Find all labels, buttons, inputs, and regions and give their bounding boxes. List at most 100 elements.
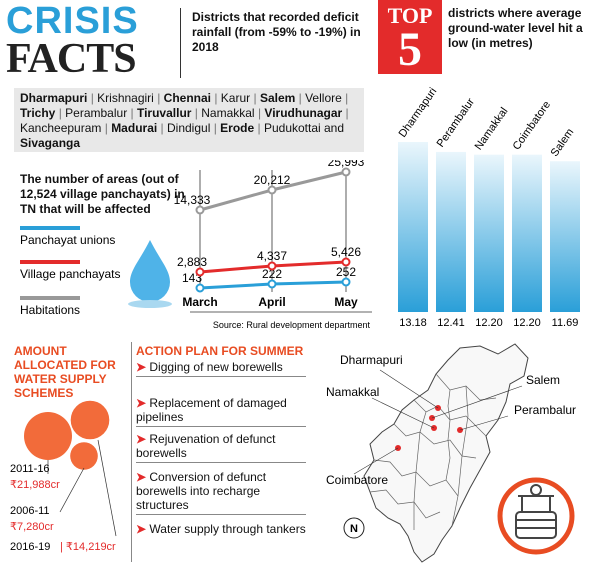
district-name: Trichy [20, 106, 56, 120]
district-separator: | [87, 91, 98, 105]
tamil-nadu-map: Dharmapuri Namakkal Salem Perambalur Coi… [326, 343, 576, 563]
series-point [267, 279, 277, 289]
action-divider [131, 342, 132, 562]
chart-source: Source: Rural development department [213, 320, 371, 330]
district-name: Chennai [163, 91, 211, 105]
data-label: 14,333 [174, 193, 211, 207]
district-name: Dharmapuri [20, 91, 88, 105]
district-separator: | [210, 121, 221, 135]
bar-value: 13.18 [399, 317, 427, 329]
north-compass-icon [343, 517, 365, 539]
allocation-leader [59, 467, 85, 513]
bar-category: Perambalur [435, 96, 478, 150]
action-plan-item: ➤ Digging of new borewells [136, 360, 306, 377]
series-point [267, 185, 277, 195]
district-name: Vellore [305, 91, 342, 105]
bar-value: 12.20 [513, 317, 541, 329]
allocation-bubble [24, 412, 72, 460]
data-label: 25,993 [328, 160, 365, 169]
facts-heading: FACTS [6, 36, 137, 82]
district-separator: | [153, 91, 164, 105]
series-point [341, 167, 351, 177]
deficit-district-list: Dharmapuri | Krishnagiri | Chennai | Kar… [14, 88, 364, 152]
district-separator: | [254, 106, 265, 120]
data-label: 20,212 [254, 173, 291, 187]
leader-coimbatore [353, 447, 399, 475]
groundwater-description: districts where average ground-water lev… [448, 6, 583, 50]
map-label-namakkal: Namakkal [326, 385, 379, 399]
bar-category: Salem [549, 127, 577, 159]
areas-chart-title: The number of areas (out of 12,524 villa… [20, 172, 185, 216]
allocation-leader [97, 439, 117, 537]
allocation-amount: ₹7,280cr [10, 521, 54, 533]
district-separator: | [250, 91, 260, 105]
legend-swatch [20, 296, 80, 300]
areas-line-chart: March April May Source: Rural development d… [20, 160, 372, 330]
series-point [341, 257, 351, 267]
action-plan-item: ➤ Conversion of defunct borewells into r… [136, 470, 306, 515]
series-point [195, 267, 205, 277]
map-label-dharmapuri: Dharmapuri [340, 353, 403, 367]
month-label: March [182, 295, 217, 309]
action-plan-item: ➤ Water supply through tankers [136, 522, 306, 538]
district-name: Virudhunagar [264, 106, 343, 120]
groundwater-bar-chart: 13.18 Dharmapuri 12.41 Perambalur 12.20 Namak… [397, 86, 580, 329]
action-plan-text: Digging of new borewells [149, 360, 283, 374]
bar [512, 154, 542, 312]
legend-swatch [20, 226, 80, 230]
allocation-bubble-chart: 2011-16 ₹21,988cr 2006-11 ₹7,280cr 2016-19 | … [10, 400, 117, 553]
district-separator: | [127, 106, 137, 120]
allocation-amount: | ₹14,219cr [60, 541, 116, 553]
legend-label: Village panchayats [20, 267, 121, 281]
well-icon-bg [497, 477, 575, 555]
allocation-period: 2016-19 [10, 541, 50, 553]
allocation-period: 2006-11 [10, 505, 50, 517]
district-name: Erode [220, 121, 255, 135]
data-label: 252 [336, 265, 356, 279]
leader-perambalur [459, 415, 509, 431]
arrow-icon: ➤ [136, 396, 150, 410]
action-plan-title: ACTION PLAN FOR SUMMER [136, 344, 304, 358]
bar [398, 142, 428, 312]
district-separator: | [191, 106, 202, 120]
action-plan-text: Water supply through tankers [149, 522, 306, 536]
district-name: Krishnagiri [97, 91, 154, 105]
bar [550, 161, 580, 312]
arrow-icon: ➤ [136, 470, 150, 484]
top5-top: TOP [387, 3, 433, 28]
allocation-bubble [70, 400, 110, 440]
data-label: 2,883 [177, 255, 207, 269]
arrow-icon: ➤ [136, 432, 150, 446]
district-name: Namakkal [201, 106, 255, 120]
bar-value: 11.69 [552, 317, 579, 329]
district-separator: | [55, 106, 66, 120]
top5-number: 5 [398, 23, 422, 76]
district-separator: | [295, 91, 306, 105]
district-name: Salem [259, 91, 296, 105]
district-separator: | [157, 121, 167, 135]
map-label-salem: Salem [526, 373, 560, 387]
map-label-coimbatore: Coimbatore [326, 473, 388, 487]
deficit-description: Districts that recorded deficit rainfall… [192, 10, 361, 54]
action-plan-item: ➤ Replacement of damaged pipelines [136, 396, 306, 427]
district-name: Sivaganga [20, 136, 81, 150]
allocation-bubble [70, 442, 98, 470]
north-label: N [350, 523, 358, 535]
district-name: Perambalur [65, 106, 128, 120]
arrow-icon: ➤ [136, 522, 150, 536]
data-label: 5,426 [331, 245, 361, 259]
water-drop-icon [128, 240, 172, 308]
leader-salem [431, 385, 523, 419]
top5-badge: TOP 5 [378, 0, 442, 74]
action-plan-text: Rejuvenation of defunct borewells [136, 432, 276, 460]
action-plan-text: Replacement of damaged pipelines [136, 396, 287, 424]
legend-swatch [20, 260, 80, 264]
bar-value: 12.20 [475, 317, 503, 329]
series-point [195, 283, 205, 293]
district-separator: | [341, 91, 349, 105]
district-name: Kancheepuram [20, 121, 102, 135]
district-separator: | [342, 106, 349, 120]
district-separator: | [254, 121, 264, 135]
legend-label: Panchayat unions [20, 233, 115, 247]
leader-namakkal [371, 397, 435, 429]
